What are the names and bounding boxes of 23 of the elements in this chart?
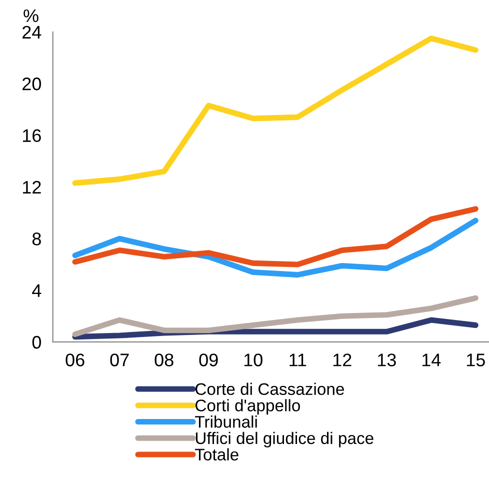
x-tick-label: 08 (154, 354, 174, 366)
y-tick-label: 0 (32, 336, 41, 349)
x-tick-label: 13 (378, 354, 396, 366)
x-tick-label: 12 (333, 354, 352, 366)
legend-label: Corti d'appello (196, 399, 300, 415)
y-tick-label: 4 (32, 284, 42, 297)
x-tick-label: 06 (66, 354, 84, 366)
x-tick-label: 07 (110, 354, 129, 366)
x-tick-label: 10 (244, 354, 262, 366)
y-axis-title: % (24, 9, 38, 22)
legend-label: Tribunali (195, 415, 257, 428)
y-tick-label: 16 (22, 129, 41, 142)
x-tick-label: 14 (422, 354, 441, 366)
x-tick-label: 09 (199, 354, 218, 366)
x-tick-label: 11 (290, 354, 306, 366)
legend-label: Totale (195, 448, 238, 460)
y-tick-label: 24 (22, 26, 42, 38)
legend-label: Corte di Cassazione (196, 382, 344, 395)
y-tick-label: 8 (32, 232, 41, 246)
y-tick-label: 12 (22, 180, 41, 194)
y-tick-label: 20 (22, 78, 41, 90)
x-tick-label: 15 (466, 354, 485, 366)
legend-label: Uffici del giudice di pace (196, 432, 374, 448)
